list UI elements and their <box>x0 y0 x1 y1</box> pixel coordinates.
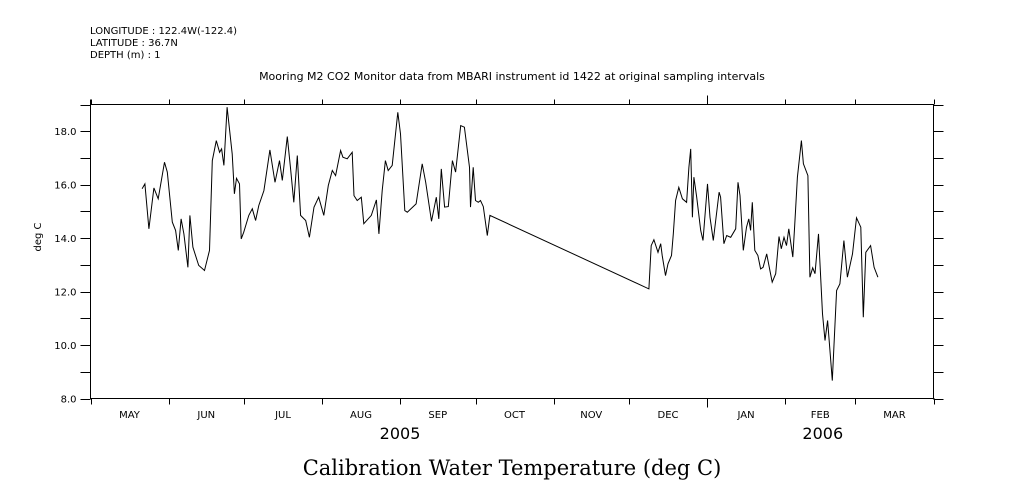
month-label: SEP <box>428 410 447 421</box>
series-line <box>141 107 879 381</box>
y-tick-label: 8.0 <box>61 395 77 406</box>
series-group <box>141 107 879 381</box>
y-tick-label: 10.0 <box>54 341 76 352</box>
month-label: JUN <box>196 410 215 421</box>
month-label: FEB <box>811 410 830 421</box>
plot-frame <box>90 104 934 399</box>
y-tick-label: 12.0 <box>54 288 76 299</box>
year-label: 2006 <box>802 424 843 443</box>
y-tick-label: 14.0 <box>54 234 76 245</box>
year-label: 2005 <box>380 424 421 443</box>
x-axis-month-labels: MAY JUN JUL AUG SEP OCT NOV DEC JAN FEB MAR <box>119 410 906 421</box>
month-label: JAN <box>736 410 754 421</box>
month-label: MAR <box>883 410 905 421</box>
month-label: OCT <box>504 410 526 421</box>
chart-title: Mooring M2 CO2 Monitor data from MBARI i… <box>259 70 765 83</box>
month-label: MAY <box>119 410 141 421</box>
month-label: DEC <box>658 410 679 421</box>
y-axis-tick-labels: 8.0 10.0 12.0 14.0 16.0 18.0 <box>54 127 76 405</box>
month-label: AUG <box>350 410 372 421</box>
y-axis-label: deg C <box>33 222 44 251</box>
latitude-text: LATITUDE : 36.7N <box>90 38 178 49</box>
y-tick-label: 16.0 <box>54 181 76 192</box>
x-axis-title: Calibration Water Temperature (deg C) <box>303 456 722 480</box>
x-axis-ticks <box>91 95 935 408</box>
month-label: JUL <box>274 410 291 421</box>
month-label: NOV <box>580 410 602 421</box>
depth-text: DEPTH (m) : 1 <box>90 50 161 61</box>
location-header: LONGITUDE : 122.4W(-122.4) LATITUDE : 36… <box>90 26 237 61</box>
longitude-text: LONGITUDE : 122.4W(-122.4) <box>90 26 237 37</box>
y-tick-label: 18.0 <box>54 127 76 138</box>
y-axis-ticks <box>80 99 944 400</box>
x-axis-year-labels: 2005 2006 <box>380 424 843 443</box>
